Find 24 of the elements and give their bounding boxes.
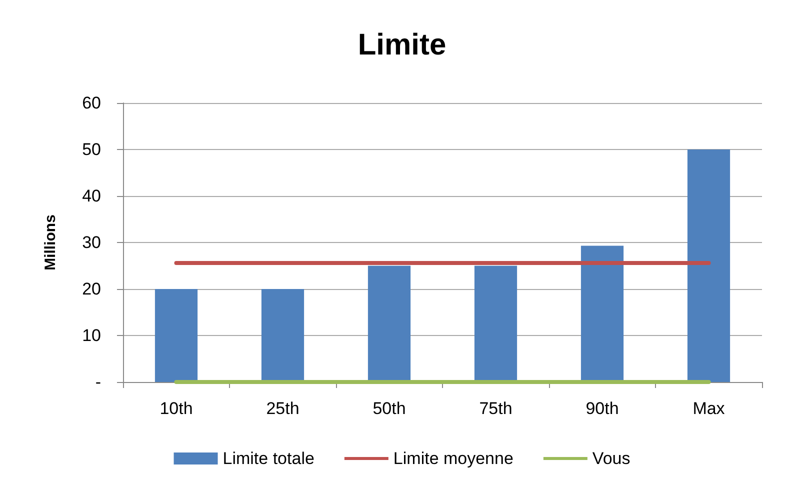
legend-label: Limite moyenne xyxy=(393,449,514,468)
x-tick-label: 50th xyxy=(372,399,406,418)
bar xyxy=(474,266,518,382)
y-tick-label: - xyxy=(95,372,101,392)
y-tick-label: 20 xyxy=(82,280,101,298)
y-tick-label: 40 xyxy=(82,186,101,206)
bar xyxy=(368,266,411,382)
bar xyxy=(687,150,730,382)
bar xyxy=(580,246,624,382)
y-tick-label: 10 xyxy=(82,326,101,345)
y-tick-label: 50 xyxy=(82,140,101,159)
legend-label: Limite totale xyxy=(222,449,314,468)
y-tick-label: 30 xyxy=(82,233,101,252)
x-tick-label: Max xyxy=(692,399,726,418)
x-tick-label: 10th xyxy=(160,399,193,418)
x-tick-label: 75th xyxy=(479,399,512,418)
bar xyxy=(261,289,304,382)
bar xyxy=(154,289,198,382)
y-tick-label: 60 xyxy=(82,94,101,112)
legend-label: Vous xyxy=(592,449,630,468)
x-tick-label: 90th xyxy=(586,399,619,418)
y-axis-title: Millions xyxy=(42,214,59,270)
chart-title: Limite xyxy=(358,28,446,62)
x-tick-label: 25th xyxy=(266,399,300,418)
